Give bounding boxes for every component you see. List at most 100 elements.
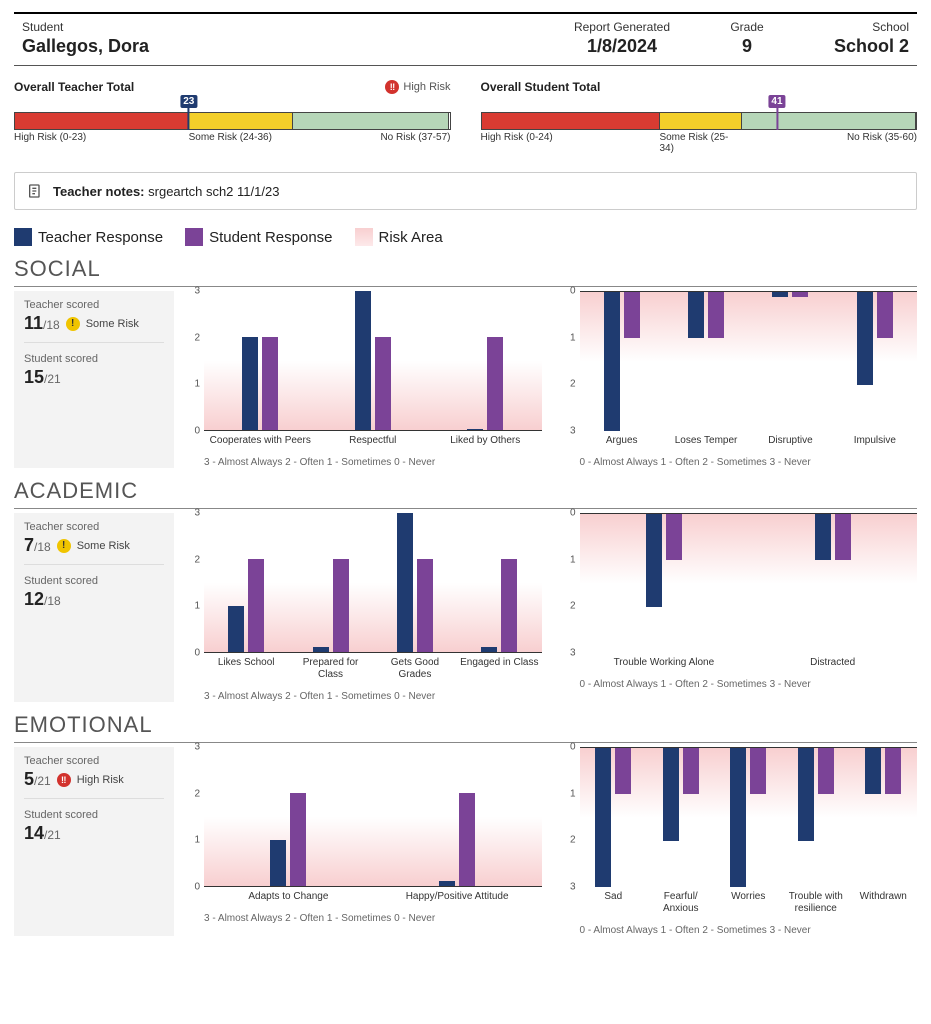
scale-note: 3 - Almost Always 2 - Often 1 - Sometime… [204, 913, 542, 924]
student-bar [666, 514, 682, 560]
student-bar [290, 793, 306, 886]
student-bar [877, 292, 893, 338]
teacher-bar [467, 429, 483, 430]
legend: Teacher Response Student Response Risk A… [14, 228, 917, 246]
chart-x-label: Sad [580, 891, 648, 915]
score-column: Teacher scored 11/18 !Some Risk Student … [14, 291, 174, 468]
teacher-bar [815, 514, 831, 560]
negative-chart: 0123ArguesLoses TemperDisruptiveImpulsiv… [560, 291, 918, 468]
negative-chart: 0123Trouble Working AloneDistracted0 - A… [560, 513, 918, 702]
student-scored-label: Student scored [24, 809, 164, 821]
positive-chart: 0123Adapts to ChangeHappy/Positive Attit… [184, 747, 542, 936]
student-total-labels: High Risk (0-24)Some Risk (25-34)No Risk… [481, 132, 918, 154]
student-total-title: Overall Student Total [481, 80, 601, 94]
score-column: Teacher scored 5/21 ‼High Risk Student s… [14, 747, 174, 936]
teacher-total-flag: ‼ High Risk [385, 80, 450, 94]
scale-note: 0 - Almost Always 1 - Often 2 - Sometime… [580, 925, 918, 936]
chart-x-label: Impulsive [833, 435, 917, 447]
teacher-notes: Teacher notes: srgeartch sch2 11/1/23 [14, 172, 917, 210]
school-value: School 2 [805, 36, 909, 57]
teacher-bar [798, 748, 814, 841]
teacher-bar [228, 606, 244, 652]
teacher-bar [270, 840, 286, 886]
student-bar [615, 748, 631, 794]
teacher-bar [481, 647, 497, 652]
student-name: Gallegos, Dora [22, 36, 539, 57]
positive-chart: 0123Likes SchoolPrepared for ClassGets G… [184, 513, 542, 702]
chart-x-label: Loses Temper [664, 435, 748, 447]
teacher-scored-label: Teacher scored [24, 299, 164, 311]
score-column: Teacher scored 7/18 !Some Risk Student s… [14, 513, 174, 702]
some-risk-icon: ! [57, 539, 71, 553]
date-value: 1/8/2024 [555, 36, 689, 57]
student-bar [708, 292, 724, 338]
teacher-bar [865, 748, 881, 794]
student-total: Overall Student Total 41 High Risk (0-24… [481, 80, 918, 154]
chart-x-label: Likes School [204, 657, 288, 681]
scale-note: 3 - Almost Always 2 - Often 1 - Sometime… [204, 457, 542, 468]
student-scored-label: Student scored [24, 353, 164, 365]
overall-totals: Overall Teacher Total ‼ High Risk 23 Hig… [14, 80, 917, 154]
report-header: Student Gallegos, Dora Report Generated … [14, 12, 917, 66]
teacher-bar [604, 292, 620, 431]
student-bar [487, 337, 503, 430]
high-risk-icon: ‼ [57, 773, 71, 787]
negative-chart: 0123SadFearful/ AnxiousWorriesTrouble wi… [560, 747, 918, 936]
teacher-bar [663, 748, 679, 841]
teacher-bar [355, 291, 371, 430]
date-label: Report Generated [555, 20, 689, 34]
chart-x-label: Respectful [317, 435, 430, 447]
chart-x-label: Distracted [748, 657, 917, 669]
chart-x-label: Trouble with resilience [782, 891, 850, 915]
student-bar [885, 748, 901, 794]
chart-x-label: Argues [580, 435, 664, 447]
chart-x-label: Happy/Positive Attitude [373, 891, 542, 903]
student-bar [375, 337, 391, 430]
scale-note: 0 - Almost Always 1 - Often 2 - Sometime… [580, 457, 918, 468]
student-label: Student [22, 20, 539, 34]
student-bar [262, 337, 278, 430]
teacher-total-bar: 23 [14, 112, 451, 130]
school-label: School [805, 20, 909, 34]
student-bar [792, 292, 808, 297]
chart-x-label: Withdrawn [850, 891, 918, 915]
chart-x-label: Disruptive [748, 435, 832, 447]
teacher-bar [772, 292, 788, 297]
teacher-bar [439, 881, 455, 886]
teacher-swatch [14, 228, 32, 246]
teacher-bar [313, 647, 329, 652]
section-row: Teacher scored 7/18 !Some Risk Student s… [14, 508, 917, 702]
student-bar [248, 559, 264, 652]
student-total-bar: 41 [481, 112, 918, 130]
chart-x-label: Trouble Working Alone [580, 657, 749, 669]
teacher-bar [688, 292, 704, 338]
teacher-total-title: Overall Teacher Total [14, 80, 134, 94]
teacher-bar [397, 513, 413, 652]
section-title: EMOTIONAL [14, 712, 917, 738]
chart-x-label: Cooperates with Peers [204, 435, 317, 447]
scale-note: 0 - Almost Always 1 - Often 2 - Sometime… [580, 679, 918, 690]
teacher-total-labels: High Risk (0-23)Some Risk (24-36)No Risk… [14, 132, 451, 143]
section-row: Teacher scored 5/21 ‼High Risk Student s… [14, 742, 917, 936]
notes-label: Teacher notes: [53, 184, 145, 199]
notes-icon [27, 183, 43, 199]
teacher-bar [595, 748, 611, 887]
section-row: Teacher scored 11/18 !Some Risk Student … [14, 286, 917, 468]
chart-x-label: Prepared for Class [288, 657, 372, 681]
student-bar [624, 292, 640, 338]
chart-x-label: Worries [715, 891, 783, 915]
chart-x-label: Adapts to Change [204, 891, 373, 903]
student-bar [459, 793, 475, 886]
positive-chart: 0123Cooperates with PeersRespectfulLiked… [184, 291, 542, 468]
chart-x-label: Engaged in Class [457, 657, 541, 681]
student-bar [750, 748, 766, 794]
teacher-bar [646, 514, 662, 607]
teacher-bar [730, 748, 746, 887]
student-bar [835, 514, 851, 560]
grade-value: 9 [705, 36, 789, 57]
student-bar [501, 559, 517, 652]
chart-x-label: Fearful/ Anxious [647, 891, 715, 915]
student-bar [417, 559, 433, 652]
teacher-scored-label: Teacher scored [24, 755, 164, 767]
student-bar [818, 748, 834, 794]
